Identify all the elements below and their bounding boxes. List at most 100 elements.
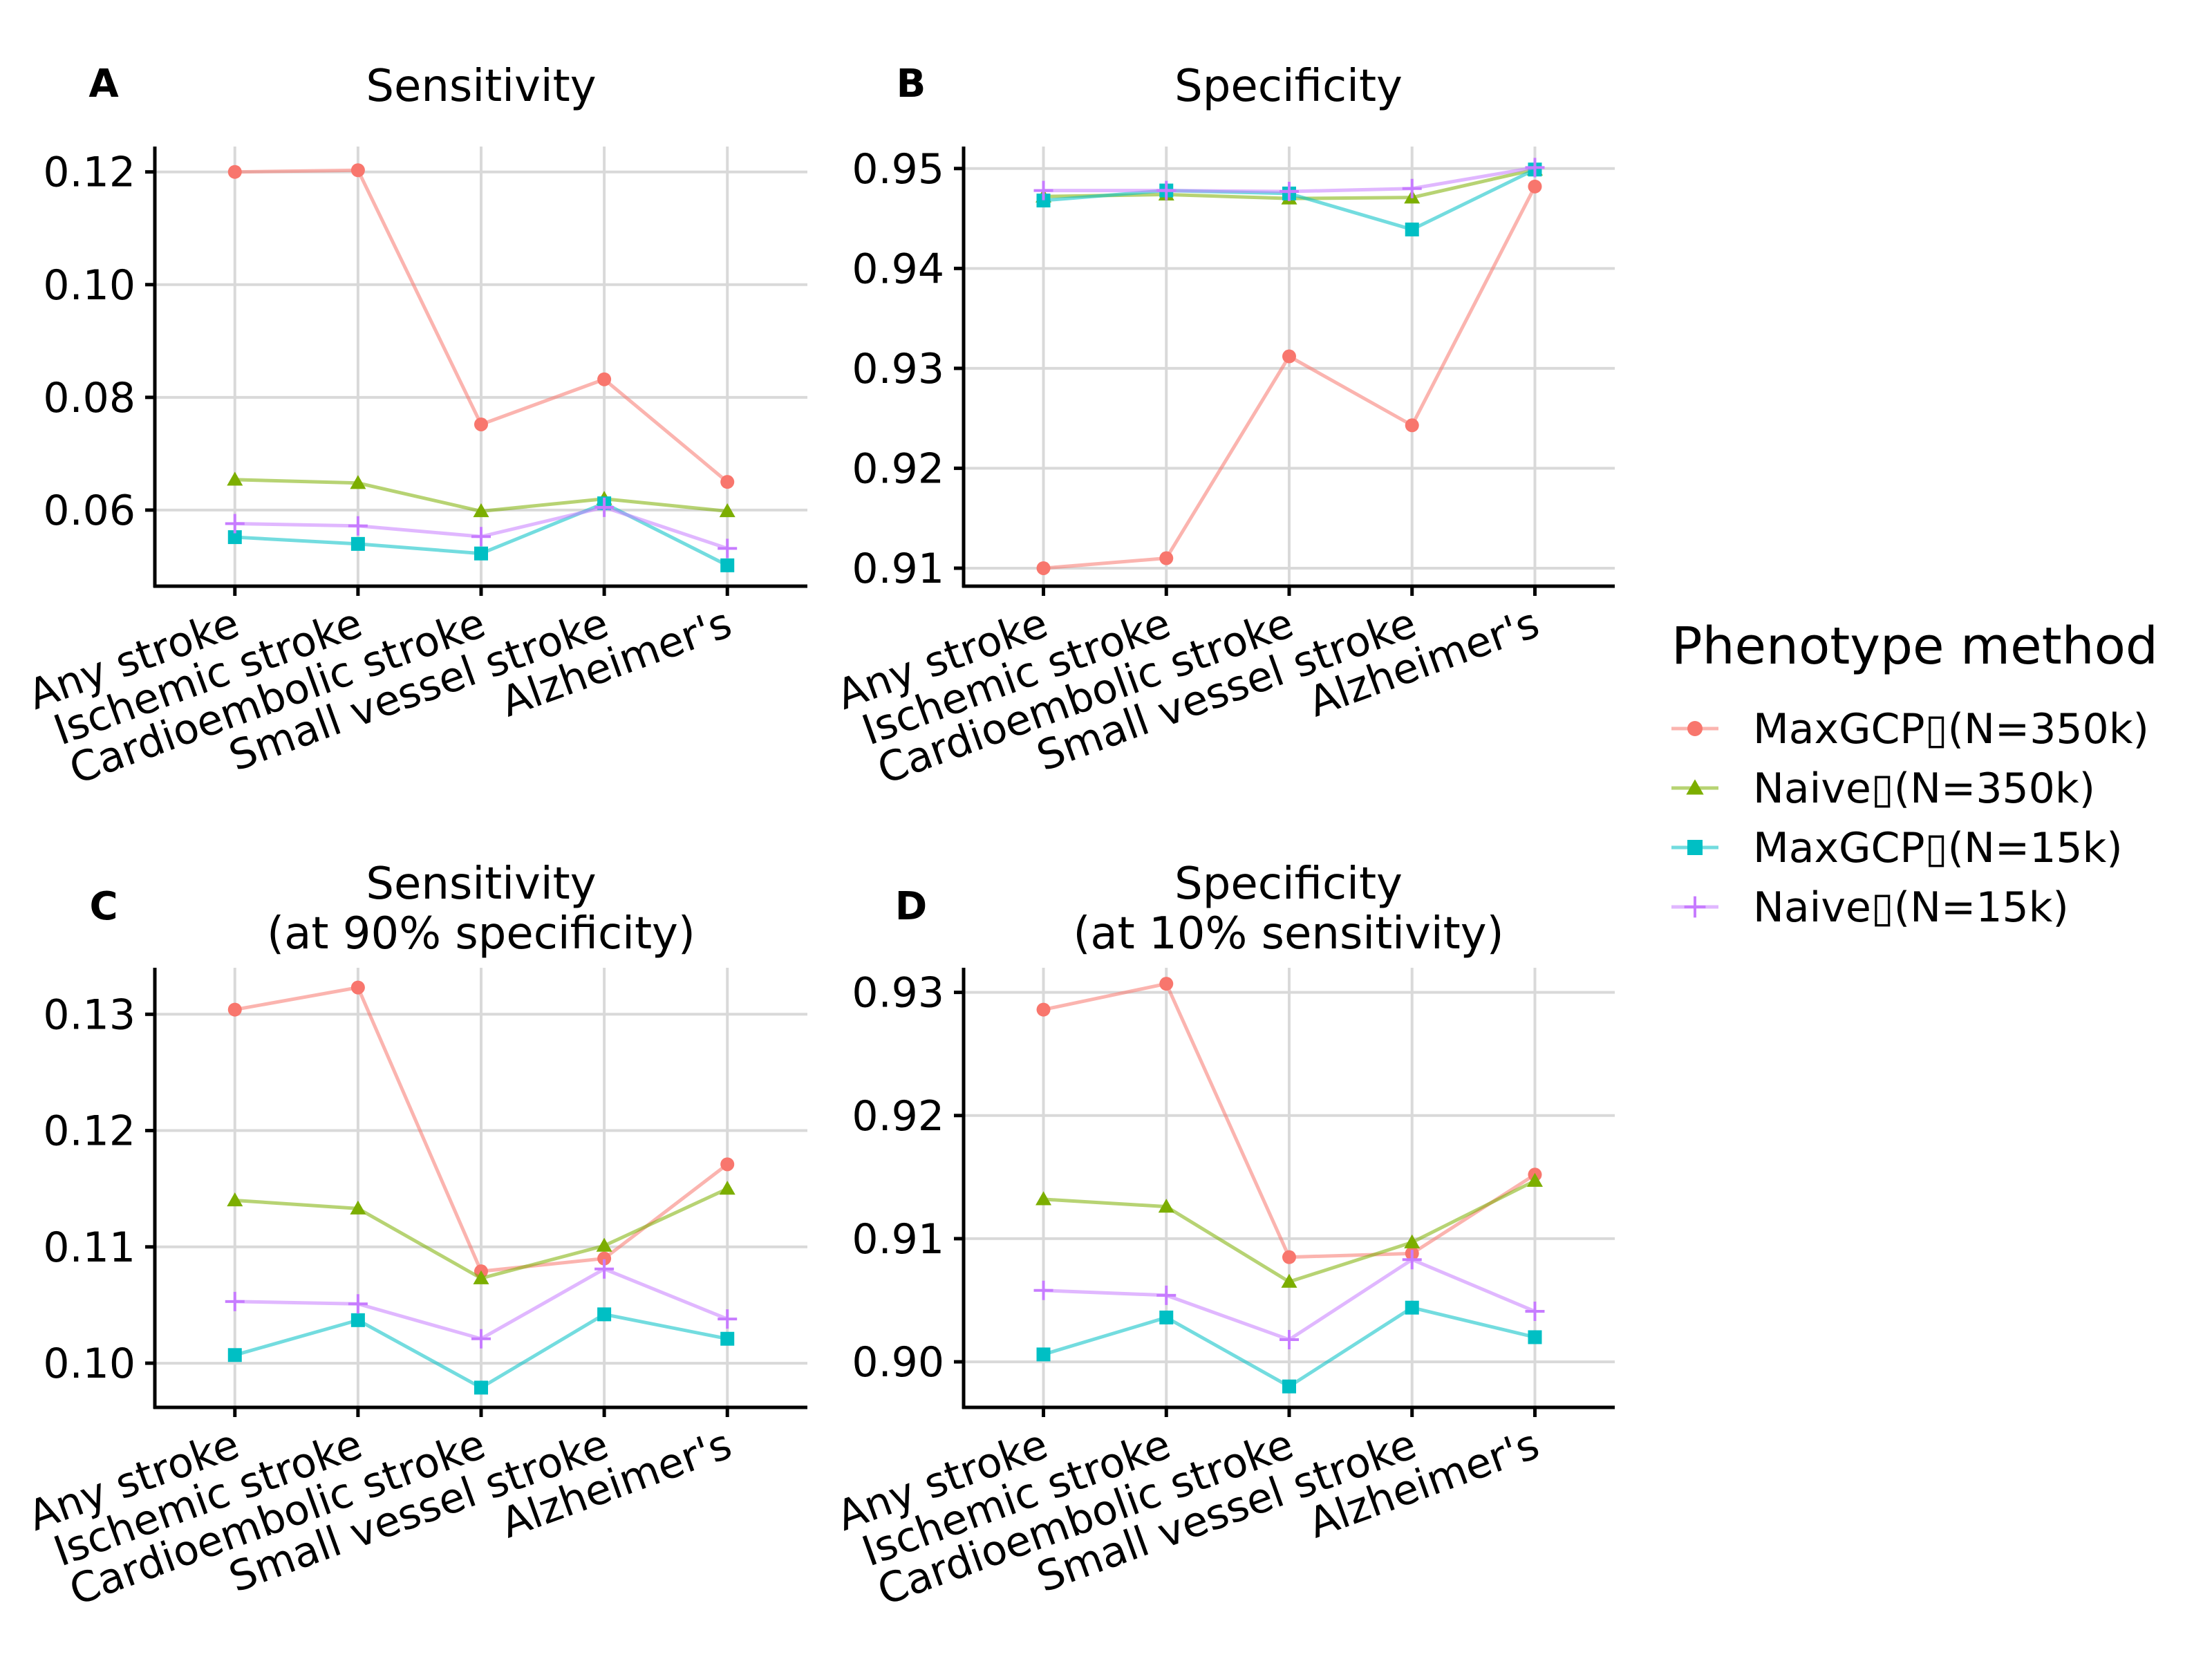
data-point (720, 475, 735, 489)
series (227, 163, 735, 489)
data-point (597, 372, 612, 386)
data-point (720, 558, 735, 572)
data-point (350, 1200, 366, 1215)
data-point (1405, 222, 1419, 236)
series (227, 1181, 735, 1284)
data-point (1156, 1285, 1177, 1305)
data-point (594, 497, 615, 517)
panel-tag: A (88, 62, 119, 106)
legend-label: Naive▯(N=15k) (1753, 883, 2069, 932)
legend-marker (1687, 840, 1703, 855)
y-tick-label: 0.11 (43, 1224, 135, 1272)
legend-label: MaxGCP▯(N=15k) (1753, 824, 2123, 872)
data-point (1159, 1310, 1174, 1324)
legend-entry: MaxGCP▯(N=15k) (1671, 824, 2123, 872)
data-point (718, 1309, 738, 1329)
panel-title-line: (at 90% specificity) (267, 908, 695, 959)
data-point (348, 516, 368, 536)
data-point (350, 1313, 365, 1327)
panel-title: Specificity (at 10% sensitivity) (1073, 859, 1503, 959)
data-point (227, 165, 242, 179)
series (1036, 1300, 1542, 1394)
panel-title: Sensitivity (366, 61, 596, 112)
series (227, 1307, 735, 1395)
legend-title: Phenotype method (1671, 617, 2158, 676)
series (1035, 1172, 1543, 1288)
data-point (1159, 551, 1174, 565)
data-point (720, 1331, 735, 1346)
data-point (720, 1157, 735, 1172)
data-point (1526, 1172, 1543, 1187)
panel-title-line: (at 10% sensitivity) (1073, 908, 1503, 959)
legend-marker (1687, 721, 1703, 736)
data-point (1402, 1250, 1422, 1270)
y-tick-label: 0.93 (852, 345, 944, 393)
data-point (471, 527, 491, 547)
y-tick-label: 0.06 (43, 487, 135, 535)
y-tick-label: 0.92 (852, 1092, 944, 1141)
y-tick-label: 0.95 (852, 145, 944, 194)
data-point (473, 1270, 489, 1284)
data-point (719, 1181, 735, 1195)
data-point (227, 1348, 242, 1362)
data-point (1156, 180, 1177, 200)
series (227, 471, 735, 518)
y-tick-label: 0.91 (852, 545, 944, 593)
data-point (227, 471, 243, 486)
data-point (474, 1380, 488, 1395)
data-point (1280, 182, 1299, 202)
panel-title-line: Specificity (1174, 859, 1403, 910)
data-point (227, 530, 242, 545)
data-point (1158, 1199, 1174, 1213)
y-tick-label: 0.90 (852, 1338, 944, 1387)
data-point (597, 1251, 612, 1266)
data-point (1033, 180, 1053, 200)
panel-title: Sensitivity (at 90% specificity) (267, 859, 695, 959)
data-point (1525, 158, 1545, 178)
y-tick-label: 0.10 (43, 1340, 135, 1388)
y-tick-label: 0.92 (852, 444, 944, 493)
data-point (1036, 1002, 1051, 1017)
data-point (1159, 977, 1174, 991)
series (1036, 977, 1542, 1264)
series (225, 1259, 738, 1349)
series (1033, 1250, 1545, 1350)
data-point (1282, 1250, 1296, 1264)
y-tick-label: 0.08 (43, 374, 135, 422)
data-point (471, 1329, 491, 1349)
data-point (1282, 349, 1296, 364)
data-point (350, 163, 365, 178)
panel-title-line: Specificity (1174, 61, 1403, 112)
legend-label: Naive▯(N=350k) (1753, 765, 2095, 813)
data-point (474, 417, 488, 431)
data-point (1280, 1330, 1299, 1350)
y-tick-label: 0.10 (43, 261, 135, 310)
legend-entries: MaxGCP▯(N=350k) Naive▯(N=350k) MaxGCP▯(N=1… (1671, 705, 2149, 932)
data-point (1528, 179, 1542, 194)
data-point (225, 514, 245, 534)
data-point (1282, 1379, 1296, 1394)
data-point (596, 1237, 612, 1252)
data-point (474, 546, 488, 561)
y-tick-label: 0.12 (43, 1107, 135, 1156)
data-point (594, 1259, 615, 1279)
series (225, 497, 738, 559)
y-tick-label: 0.93 (852, 969, 944, 1018)
data-point (1036, 194, 1051, 208)
series (1033, 158, 1545, 202)
data-point (1525, 1302, 1545, 1322)
y-tick-label: 0.12 (43, 149, 135, 197)
legend-entry: Naive▯(N=350k) (1671, 765, 2095, 813)
data-point (225, 1291, 245, 1311)
data-point (718, 538, 738, 559)
data-point (227, 1002, 242, 1017)
data-point (350, 536, 365, 551)
data-point (350, 980, 365, 995)
panel-tag: B (897, 62, 926, 106)
legend-entry: MaxGCP▯(N=350k) (1671, 705, 2149, 753)
panel-title-line: Sensitivity (366, 859, 596, 910)
data-point (227, 1192, 243, 1207)
